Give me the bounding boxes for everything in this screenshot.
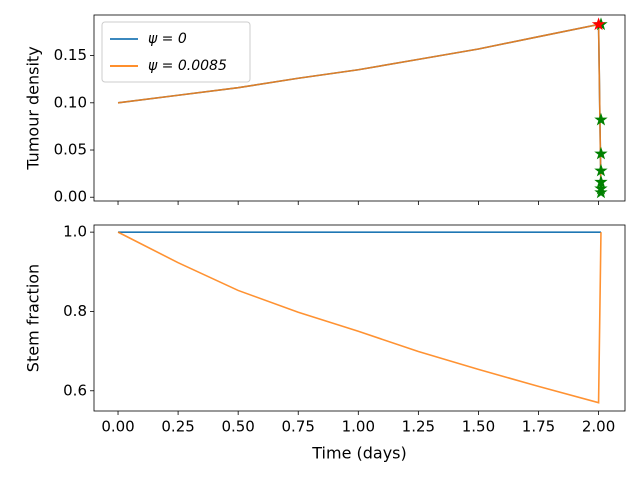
y-tick-label: 0.6 [63,381,87,399]
star-marker [591,17,606,31]
x-axis-label: Time (days) [311,444,407,463]
series-line [117,231,602,404]
star-marker [594,185,608,199]
y-tick-label: 0.8 [63,302,87,320]
y-tick-label: 0.10 [54,93,87,111]
x-tick-label: 1.50 [462,418,495,436]
legend-box [101,21,251,83]
x-tick-label: 1.00 [342,418,375,436]
plot-area [117,17,608,199]
legend-label: ψ = 0.0085 [148,58,227,74]
axes-frame [93,14,626,202]
star-marker [594,146,608,160]
x-tick-label: 0.25 [161,418,194,436]
y-axis-label: Stem fraction [24,264,43,372]
y-axis-label: Tumour density [24,46,43,170]
y-tick-label: 0.15 [54,46,87,64]
y-tick-label: 0.00 [54,188,87,206]
x-tick-label: 0.75 [282,418,315,436]
x-tick-label: 1.75 [522,418,555,436]
series-line [117,23,602,193]
plot-area [117,231,602,404]
y-tick-label: 0.05 [54,141,87,159]
x-tick-label: 0.00 [101,418,134,436]
x-tick-label: 1.25 [402,418,435,436]
x-tick-label: 2.00 [582,418,615,436]
legend-label: ψ = 0 [148,31,187,47]
axes-frame [93,224,626,412]
star-marker [594,112,608,126]
y-tick-label: 1.0 [63,223,87,241]
x-tick-label: 0.50 [221,418,254,436]
star-marker [594,163,608,177]
